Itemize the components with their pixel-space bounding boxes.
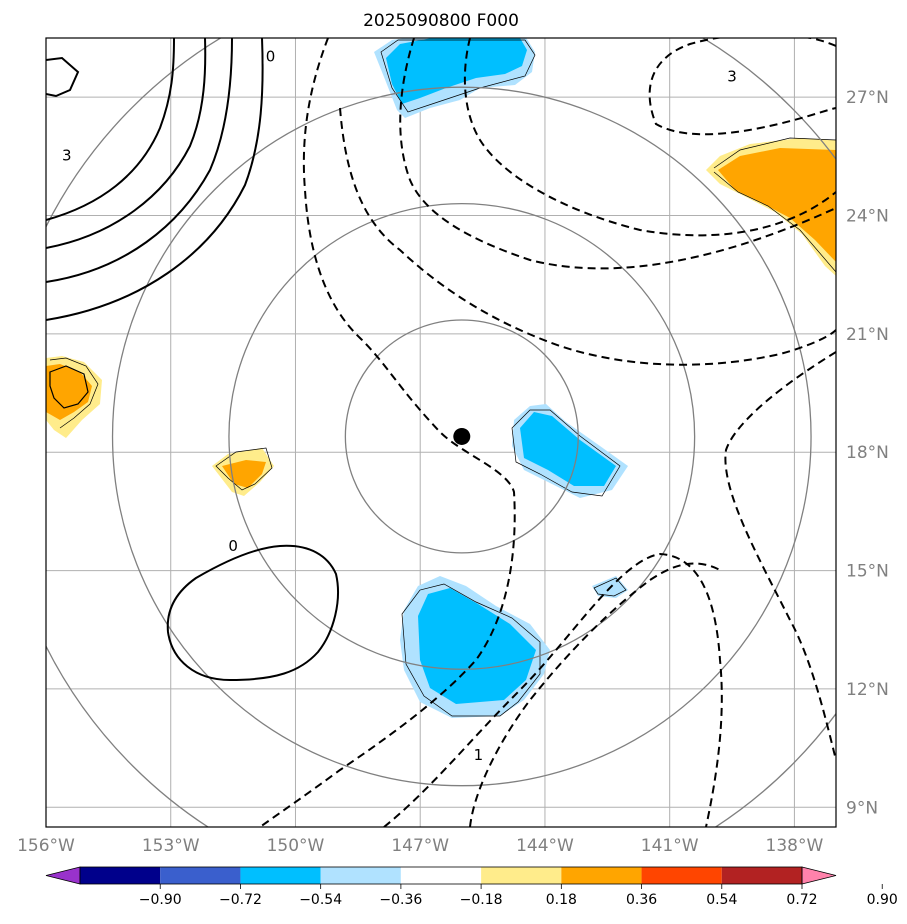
lat-tick-label: 9°N xyxy=(846,798,878,818)
contour-label-bg xyxy=(59,146,74,163)
shaded-blob-west xyxy=(46,356,102,438)
shaded-blob-north xyxy=(374,38,536,118)
lat-tick-label: 12°N xyxy=(846,680,889,700)
lat-tick-label: 27°N xyxy=(846,88,889,108)
contour-label: 1 xyxy=(474,746,484,764)
contour-label: 3 xyxy=(727,67,737,85)
dashed-contours xyxy=(259,38,836,827)
colorbar-tick-label: −0.54 xyxy=(299,892,342,908)
colorbar-segment xyxy=(240,867,321,884)
figure-title: 2025090800 F000 xyxy=(363,11,519,31)
range-ring xyxy=(228,202,696,670)
shaded-blob-east xyxy=(511,404,628,498)
range-ring xyxy=(111,86,812,787)
lat-tick-label: 18°N xyxy=(846,443,889,463)
colorbar-tick-label: −0.90 xyxy=(139,892,182,908)
lon-tick-label: 138°W xyxy=(766,836,824,856)
solid-contours xyxy=(46,38,339,682)
colorbar-segment xyxy=(320,867,401,884)
contour-label-bg xyxy=(226,536,241,553)
lon-tick-label: 141°W xyxy=(641,836,699,856)
contour-label-bg xyxy=(263,47,278,64)
colorbar-tick-label: 0.36 xyxy=(626,892,657,908)
storm-center-marker xyxy=(453,427,471,445)
longitude-tick-labels: 156°W 153°W 150°W 147°W 144°W 141°W 138°W xyxy=(17,836,823,856)
lat-tick-label: 21°N xyxy=(846,325,889,345)
shaded-blob-south xyxy=(400,576,550,718)
colorbar-segment xyxy=(561,867,642,884)
contour-label: 0 xyxy=(266,48,276,66)
plot-frame xyxy=(45,37,837,828)
colorbar-segment xyxy=(160,867,241,884)
lon-tick-label: 153°W xyxy=(142,836,200,856)
lon-tick-label: 147°W xyxy=(391,836,449,856)
range-ring xyxy=(344,319,579,554)
colorbar-tick-label: −0.72 xyxy=(219,892,262,908)
range-rings xyxy=(46,38,836,827)
colorbar-frame xyxy=(79,866,803,885)
lat-tick-label: 15°N xyxy=(846,562,889,582)
lon-tick-label: 144°W xyxy=(516,836,574,856)
contour-labels: 0 3 3 0 1 xyxy=(59,47,740,764)
colorbar-tick-label: −0.36 xyxy=(379,892,422,908)
colorbar-segment xyxy=(641,867,722,884)
plot-area: 0 3 3 0 1 xyxy=(46,38,836,827)
contour-label: 3 xyxy=(62,146,72,164)
colorbar-segment xyxy=(721,867,802,884)
shaded-blob-northeast xyxy=(706,137,836,276)
colorbar: −0.90 −0.72 −0.54 −0.36 −0.18 0.18 0.36 0.54 0.7… xyxy=(45,866,898,908)
colorbar-tick-label: 0.54 xyxy=(706,892,737,908)
lat-tick-label: 24°N xyxy=(846,207,889,227)
colorbar-segment xyxy=(400,867,482,884)
lon-tick-label: 156°W xyxy=(17,836,75,856)
colorbar-tick-label: 0.72 xyxy=(786,892,817,908)
colorbar-tick-label: −0.18 xyxy=(460,892,503,908)
contour-label: 0 xyxy=(228,537,238,555)
colorbar-segment xyxy=(80,867,161,884)
shaded-regions xyxy=(46,38,836,718)
colorbar-tick-label: 0.90 xyxy=(867,892,898,908)
lon-tick-label: 150°W xyxy=(267,836,325,856)
colorbar-tick-label: 0.18 xyxy=(546,892,577,908)
contour-label-bg xyxy=(725,67,740,84)
colorbar-extend-high xyxy=(801,866,837,885)
colorbar-segment xyxy=(481,867,562,884)
colorbar-extend-low xyxy=(45,866,81,885)
contour-label-bg xyxy=(471,745,486,762)
latitude-tick-labels: 27°N 24°N 21°N 18°N 15°N 12°N 9°N xyxy=(846,88,889,818)
